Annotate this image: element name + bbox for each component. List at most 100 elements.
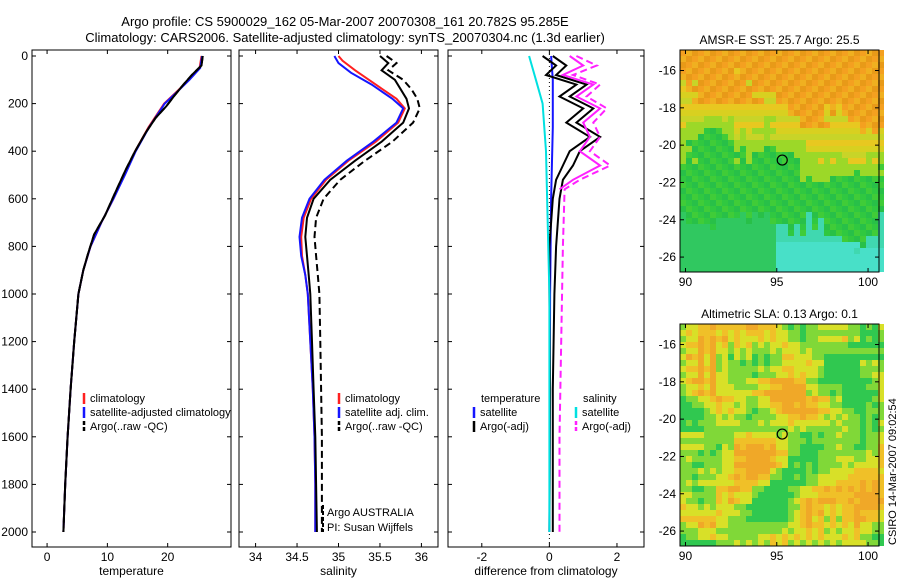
sst-map-cell [764, 50, 770, 56]
sst-map-cell [794, 116, 800, 122]
sst-map-cell [710, 134, 716, 140]
sla-map-cell [710, 516, 716, 522]
sst-map-cell [746, 164, 752, 170]
sst-map-cell [782, 86, 788, 92]
sla-map-cell [770, 426, 776, 432]
sst-map-cell [740, 182, 746, 188]
sla-map-cell [782, 498, 788, 504]
sst-map-cell [686, 242, 692, 248]
sst-map-cell [734, 242, 740, 248]
sla-map-cell [764, 522, 770, 528]
sla-map-cell [794, 414, 800, 420]
sst-map-cell [824, 122, 830, 128]
sst-map-cell [686, 140, 692, 146]
sla-map-cell [800, 336, 806, 342]
sla-map-cell [806, 378, 812, 384]
sla-map-cell [770, 444, 776, 450]
sst-map-cell [842, 128, 848, 134]
sst-map-cell [806, 50, 812, 56]
sst-map-cell [872, 218, 878, 224]
sla-map-cell [878, 432, 884, 438]
sst-map-cell [866, 242, 872, 248]
sst-map-cell [770, 128, 776, 134]
sst-map-cell [866, 266, 872, 272]
sla-map-cell [854, 492, 860, 498]
sla-map-cell [764, 438, 770, 444]
depth-tick-label: 1800 [1, 477, 28, 491]
sst-map-cell [860, 92, 866, 98]
sla-map-cell [824, 432, 830, 438]
sla-map-cell [776, 504, 782, 510]
sst-map-cell [848, 110, 854, 116]
sla-map-cell [872, 384, 878, 390]
sla-map-cell [710, 486, 716, 492]
sla-map-cell [806, 450, 812, 456]
sst-map-cell [758, 50, 764, 56]
sst-map-cell [818, 50, 824, 56]
sla-map-cell [722, 408, 728, 414]
sst-map-cell [878, 164, 884, 170]
sla-map-cell [836, 486, 842, 492]
sla-map-cell [716, 444, 722, 450]
sst-map-cell [764, 104, 770, 110]
sst-map-cell [812, 98, 818, 104]
sst-map-cell [680, 224, 686, 230]
sla-map-cell [854, 330, 860, 336]
sla-map-cell [782, 348, 788, 354]
sla-map-cell [698, 534, 704, 540]
sla-map-cell [806, 456, 812, 462]
sla-map-cell [746, 522, 752, 528]
sla-map-cell [680, 324, 686, 330]
sla-map-cell [698, 330, 704, 336]
sst-map-cell [830, 164, 836, 170]
sla-map-cell [710, 342, 716, 348]
sla-map-cell [680, 384, 686, 390]
sla-map-cell [764, 432, 770, 438]
sla-map-cell [716, 402, 722, 408]
sla-map-cell [716, 492, 722, 498]
sst-map-cell [806, 128, 812, 134]
sla-map-cell [704, 378, 710, 384]
sla-map-cell [704, 342, 710, 348]
sla-map-cell [746, 390, 752, 396]
figure-title-line1: Argo profile: CS 5900029_162 05-Mar-2007… [121, 14, 569, 29]
sla-map-cell [782, 456, 788, 462]
sla-map-cell [746, 414, 752, 420]
sla-map-cell [836, 444, 842, 450]
sla-map-cell [758, 462, 764, 468]
sla-map-cell [812, 324, 818, 330]
sla-map-cell [812, 492, 818, 498]
sst-map-cell [842, 140, 848, 146]
sla-map-cell [872, 402, 878, 408]
sst-map-cell [794, 260, 800, 266]
sla-map-cell [830, 426, 836, 432]
sst-map-cell [860, 266, 866, 272]
sst-map-cell [872, 122, 878, 128]
sla-map-cell [788, 366, 794, 372]
sst-map-cell [704, 110, 710, 116]
depth-tick-label: 1600 [1, 430, 28, 444]
sst-map-cell [680, 50, 686, 56]
sla-map-cell [872, 474, 878, 480]
sla-map-cell [872, 426, 878, 432]
sla-map-cell [806, 420, 812, 426]
sla-map-cell [800, 402, 806, 408]
sst-map-cell [716, 98, 722, 104]
sla-map-cell [692, 468, 698, 474]
sst-map-cell [866, 158, 872, 164]
sla-map-cell [782, 492, 788, 498]
sst-map-cell [692, 110, 698, 116]
sst-map-cell [854, 146, 860, 152]
sla-map-cell [800, 348, 806, 354]
sst-map-cell [704, 254, 710, 260]
sla-map-cell [710, 444, 716, 450]
sst-map-cell [728, 188, 734, 194]
sst-map-cell [734, 152, 740, 158]
sst-map-cell [794, 86, 800, 92]
sst-map-cell [680, 176, 686, 182]
sla-map-cell [836, 516, 842, 522]
sst-map-cell [830, 266, 836, 272]
sst-map-cell [812, 248, 818, 254]
sla-map-cell [788, 522, 794, 528]
sst-map-cell [776, 224, 782, 230]
